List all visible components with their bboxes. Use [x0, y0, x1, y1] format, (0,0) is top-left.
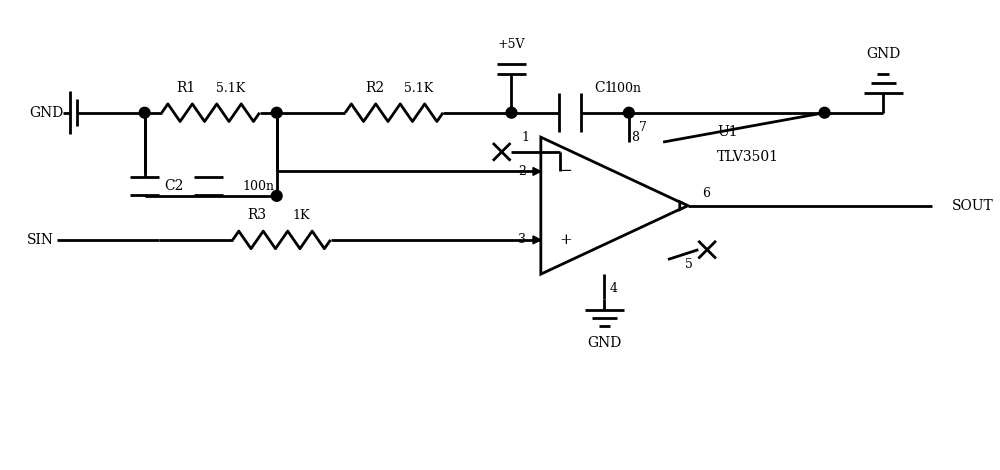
Circle shape	[506, 107, 517, 118]
Text: SIN: SIN	[27, 233, 54, 247]
Text: 7: 7	[639, 121, 647, 134]
Text: 2: 2	[518, 165, 526, 178]
Text: 1: 1	[521, 131, 529, 144]
Circle shape	[271, 190, 282, 201]
Circle shape	[819, 107, 830, 118]
Text: TLV3501: TLV3501	[717, 150, 779, 164]
Text: 4: 4	[609, 282, 617, 295]
Text: GND: GND	[587, 336, 622, 350]
Text: 100n: 100n	[609, 82, 641, 95]
Text: 100n: 100n	[242, 180, 274, 193]
Polygon shape	[680, 202, 688, 210]
Circle shape	[139, 107, 150, 118]
Text: SOUT: SOUT	[952, 199, 993, 212]
Text: +5V: +5V	[498, 38, 525, 51]
Text: 1K: 1K	[292, 209, 310, 222]
Text: 3: 3	[518, 234, 526, 246]
Text: R1: R1	[177, 81, 196, 95]
Text: 5.1K: 5.1K	[404, 82, 433, 95]
Text: −: −	[559, 164, 572, 179]
Circle shape	[624, 107, 634, 118]
Text: 6: 6	[702, 188, 710, 200]
Text: 8: 8	[631, 131, 639, 144]
Text: C1: C1	[595, 81, 614, 95]
Polygon shape	[533, 167, 541, 175]
Text: 5: 5	[685, 258, 692, 271]
Circle shape	[271, 107, 282, 118]
Text: 5.1K: 5.1K	[216, 82, 245, 95]
Text: GND: GND	[30, 106, 64, 120]
Text: U1: U1	[717, 125, 738, 139]
Text: GND: GND	[866, 47, 900, 61]
Text: C2: C2	[164, 179, 184, 193]
Text: R2: R2	[365, 81, 384, 95]
Text: +: +	[559, 233, 572, 247]
Polygon shape	[533, 236, 541, 244]
Text: R3: R3	[248, 208, 267, 222]
